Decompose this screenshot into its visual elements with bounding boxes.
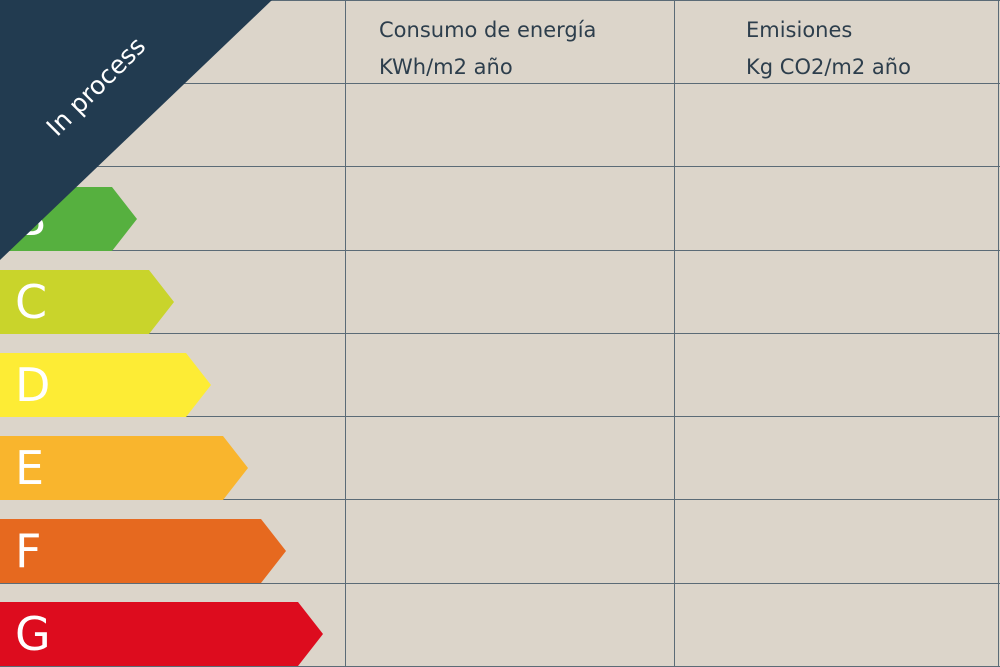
rating-letter: F — [15, 524, 42, 578]
column-divider — [998, 0, 999, 667]
rating-arrow-f: F — [0, 519, 286, 583]
rating-arrow-e: E — [0, 436, 248, 500]
row-divider — [0, 583, 1000, 584]
header-consumo-unit: KWh/m2 año — [379, 55, 513, 79]
row-divider — [0, 416, 1000, 417]
row-divider — [0, 0, 1000, 1]
rating-arrow-d: D — [0, 353, 211, 417]
header-emisiones-title: Emisiones — [746, 18, 853, 42]
rating-arrow-g: G — [0, 602, 323, 666]
column-divider — [345, 0, 346, 667]
header-consumo-title: Consumo de energía — [379, 18, 597, 42]
rating-letter: D — [15, 358, 51, 412]
row-divider — [0, 499, 1000, 500]
rating-letter: C — [15, 275, 48, 329]
row-divider — [0, 83, 1000, 84]
row-divider — [0, 250, 1000, 251]
rating-letter: E — [15, 441, 45, 495]
in-process-banner: In process — [0, 0, 272, 260]
header-emisiones-unit: Kg CO2/m2 año — [746, 55, 911, 79]
rating-arrow-c: C — [0, 270, 174, 334]
column-divider — [674, 0, 675, 667]
header-emisiones: Emisiones Kg CO2/m2 año — [746, 12, 911, 86]
rating-letter: G — [15, 607, 51, 661]
row-divider — [0, 166, 1000, 167]
banner-text: In process — [40, 31, 152, 142]
row-divider — [0, 333, 1000, 334]
header-consumo: Consumo de energía KWh/m2 año — [379, 12, 596, 86]
